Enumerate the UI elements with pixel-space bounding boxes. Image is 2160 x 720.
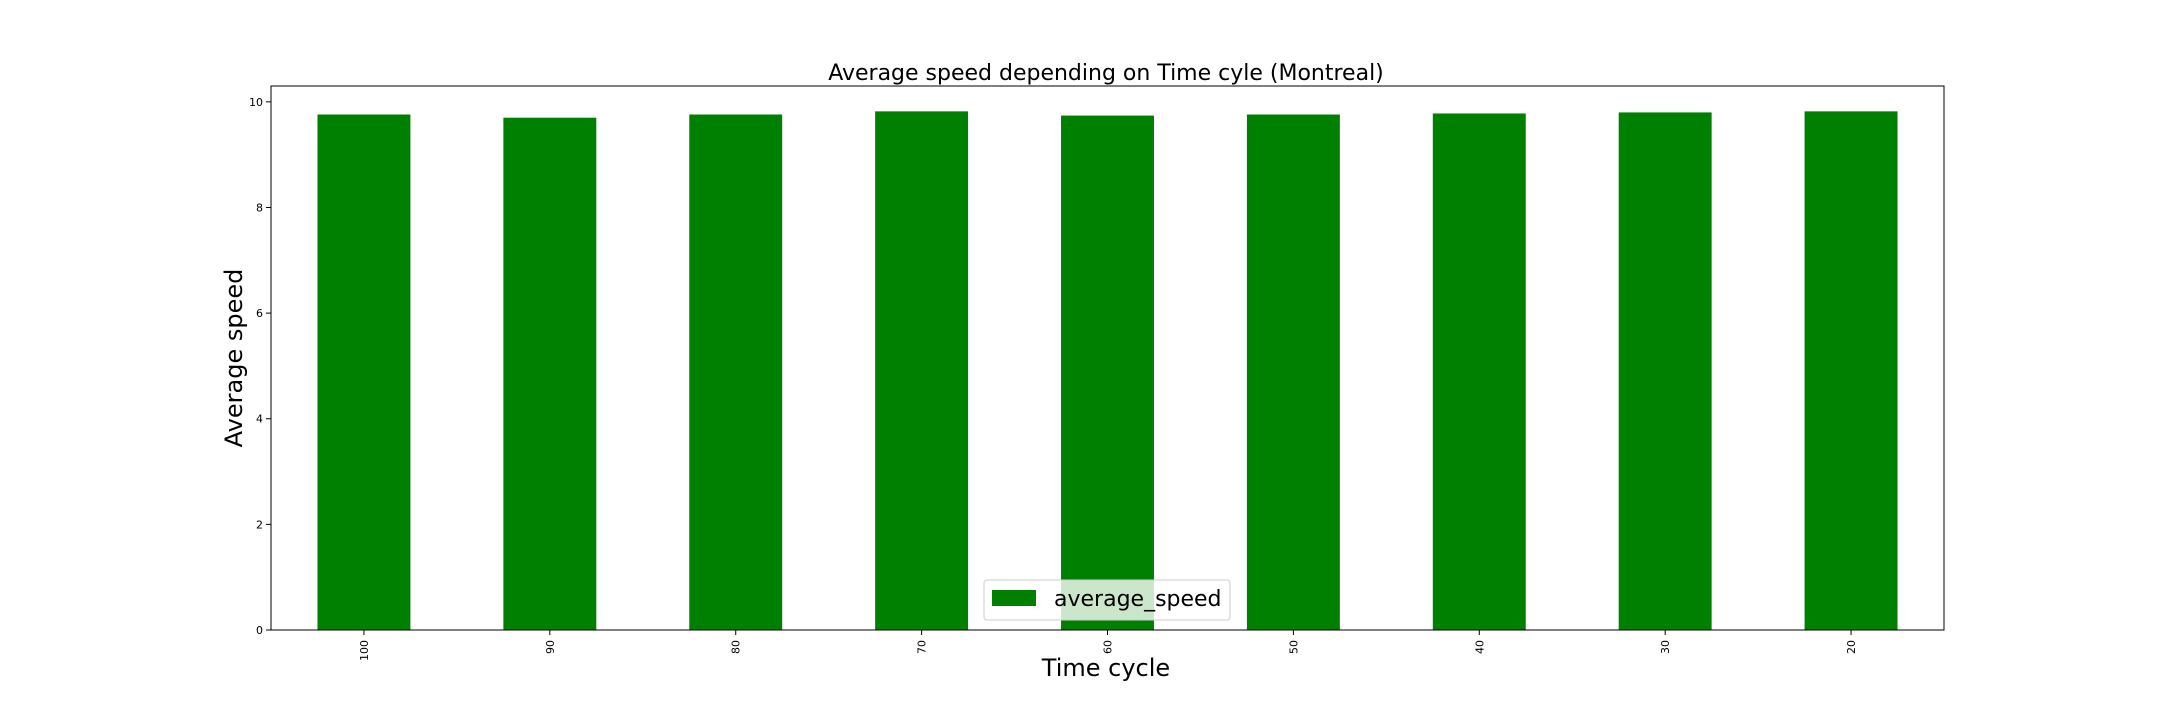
bar-20 — [1804, 111, 1898, 631]
bar-100 — [317, 114, 411, 630]
chart-title: Average speed depending on Time cyle (Mo… — [828, 61, 1384, 86]
y-tick-label-8: 8 — [256, 201, 263, 214]
x-tick-label-40: 40 — [1473, 640, 1486, 654]
y-tick-label-6: 6 — [256, 307, 263, 320]
y-tick-label-10: 10 — [249, 96, 263, 109]
x-tick-label-70: 70 — [916, 640, 929, 654]
bar-60 — [1061, 115, 1154, 630]
x-tick-label-90: 90 — [544, 640, 557, 654]
y-tick-label-0: 0 — [256, 624, 263, 637]
x-tick-label-100: 100 — [358, 640, 371, 661]
bars-group — [317, 111, 1898, 631]
legend-swatch-average-speed — [992, 590, 1036, 606]
legend-label-average-speed: average_speed — [1054, 587, 1222, 612]
legend: average_speed — [983, 579, 1231, 621]
bar-70 — [875, 111, 969, 631]
bar-50 — [1246, 114, 1340, 630]
legend-box — [983, 579, 1231, 621]
y-axis-ticks: 0 2 4 6 8 10 — [249, 96, 271, 637]
y-axis-label: Average speed — [220, 269, 248, 448]
bar-40 — [1432, 113, 1526, 630]
x-tick-label-60: 60 — [1102, 640, 1115, 654]
y-tick-label-4: 4 — [256, 413, 263, 426]
bar-80 — [689, 114, 783, 630]
x-tick-label-20: 20 — [1845, 640, 1858, 654]
x-axis-ticks: 100 90 80 70 60 50 40 30 20 — [358, 630, 1858, 661]
x-tick-label-30: 30 — [1659, 640, 1672, 654]
x-axis-label: Time cycle — [1041, 654, 1170, 682]
bar-30 — [1618, 112, 1712, 630]
y-tick-label-2: 2 — [256, 518, 263, 531]
x-tick-label-80: 80 — [730, 640, 743, 654]
x-tick-label-50: 50 — [1287, 640, 1300, 654]
bar-90 — [503, 117, 597, 630]
plot-frame — [270, 85, 1945, 631]
